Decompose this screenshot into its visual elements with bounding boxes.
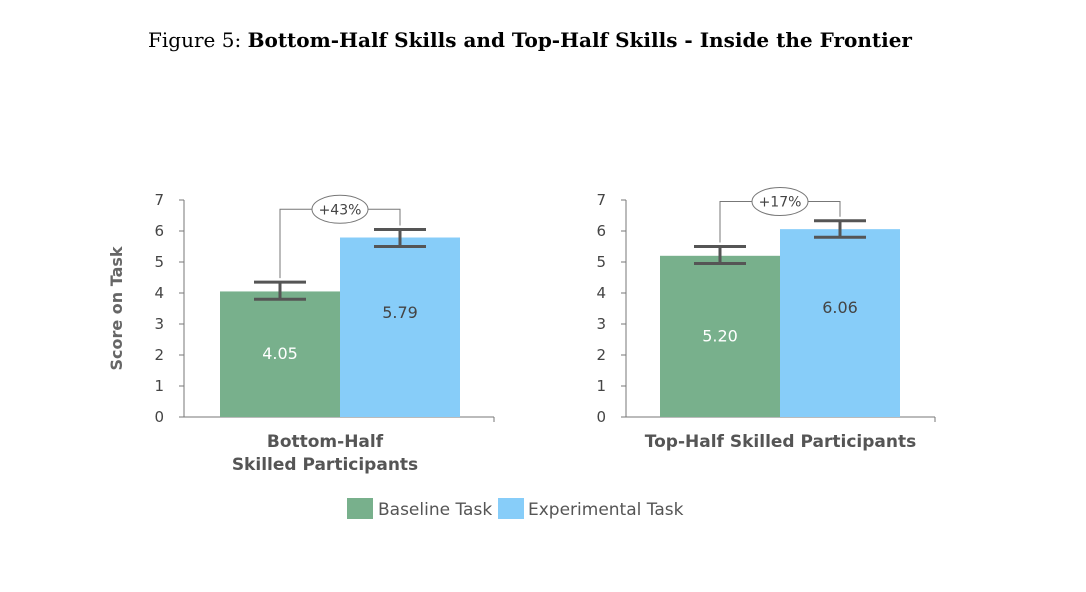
y-tick-label: 2	[154, 346, 164, 364]
legend-label: Baseline Task	[378, 500, 492, 520]
category-label: Top-Half Skilled Participants	[645, 432, 916, 452]
y-tick-label: 7	[154, 191, 164, 209]
y-tick-label: 1	[596, 377, 606, 395]
y-tick-label: 5	[154, 253, 164, 271]
bar-value-label: 4.05	[262, 344, 298, 363]
y-tick-label: 0	[596, 408, 606, 426]
y-tick-label: 3	[154, 315, 164, 333]
bar-baseline	[220, 291, 340, 417]
figure-title-text: Bottom-Half Skills and Top-Half Skills -…	[247, 28, 912, 52]
y-tick-label: 2	[596, 346, 606, 364]
category-label: Bottom-Half	[267, 432, 384, 452]
bar-experimental	[780, 229, 900, 417]
bar-value-label: 5.79	[382, 303, 418, 322]
category-label: Skilled Participants	[232, 455, 418, 475]
y-tick-label: 5	[596, 253, 606, 271]
y-tick-label: 6	[154, 222, 164, 240]
y-tick-label: 1	[154, 377, 164, 395]
y-tick-label: 0	[154, 408, 164, 426]
y-tick-label: 4	[154, 284, 164, 302]
bar-value-label: 6.06	[822, 298, 858, 317]
legend-swatch	[498, 498, 524, 519]
y-tick-label: 3	[596, 315, 606, 333]
annotation-bubble	[311, 194, 369, 224]
figure-prefix: Figure 5:	[148, 28, 242, 52]
bar-baseline	[660, 255, 780, 417]
y-tick-label: 6	[596, 222, 606, 240]
y-tick-label: 7	[596, 191, 606, 209]
y-tick-label: 4	[596, 284, 606, 302]
legend-swatch	[347, 498, 373, 519]
bar-value-label: 5.20	[702, 326, 738, 345]
annotation-label: +17%	[759, 195, 802, 211]
legend-label: Experimental Task	[528, 500, 684, 520]
annotation-label: +43%	[319, 202, 362, 218]
bar-experimental	[340, 237, 460, 417]
y-axis-label: Score on Task	[107, 246, 126, 370]
annotation-bubble	[751, 187, 809, 217]
figure-title: Figure 5: Bottom-Half Skills and Top-Hal…	[0, 28, 1060, 52]
